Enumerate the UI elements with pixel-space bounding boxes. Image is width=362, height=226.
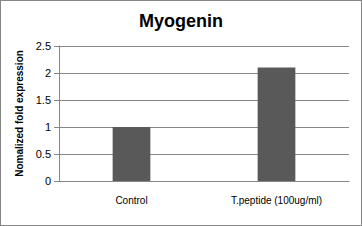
svg-text:0: 0 bbox=[45, 175, 51, 187]
svg-text:Myogenin: Myogenin bbox=[139, 11, 223, 31]
svg-text:2.5: 2.5 bbox=[36, 40, 51, 52]
svg-text:Nomalized fold expression: Nomalized fold expression bbox=[14, 50, 25, 177]
svg-text:Control: Control bbox=[115, 195, 147, 206]
svg-text:T.peptide (100ug/ml): T.peptide (100ug/ml) bbox=[231, 195, 322, 206]
svg-text:1: 1 bbox=[45, 121, 51, 133]
svg-text:0.5: 0.5 bbox=[36, 148, 51, 160]
svg-text:1.5: 1.5 bbox=[36, 94, 51, 106]
svg-text:2: 2 bbox=[45, 67, 51, 79]
